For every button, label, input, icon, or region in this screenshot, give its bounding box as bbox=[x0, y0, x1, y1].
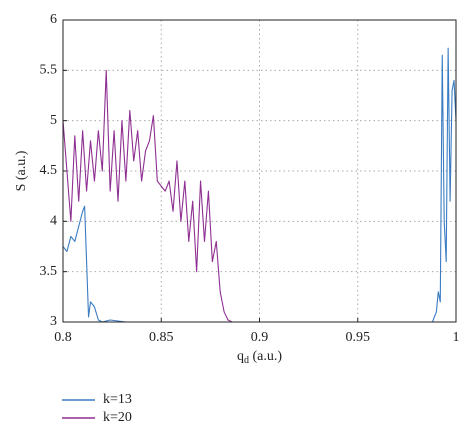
legend-label: k=20 bbox=[103, 410, 132, 425]
y-axis-label: S (a.u.) bbox=[14, 150, 29, 191]
y-tick-label: 5 bbox=[50, 113, 57, 128]
series-line bbox=[62, 47, 457, 323]
y-tick-label: 5.5 bbox=[40, 63, 58, 78]
x-label-main: q bbox=[237, 349, 244, 364]
y-tick-label: 3.5 bbox=[40, 264, 58, 279]
x-tick-label: 0.9 bbox=[251, 330, 269, 345]
x-tick-label: 0.95 bbox=[346, 330, 371, 345]
x-label-sub: d bbox=[244, 355, 249, 366]
series-line bbox=[62, 69, 456, 323]
x-tick-label: 0.85 bbox=[149, 330, 174, 345]
plot-frame bbox=[62, 19, 457, 323]
y-tick-label: 6 bbox=[50, 12, 57, 27]
x-axis-label: qd (a.u.) bbox=[237, 349, 282, 366]
legend-label: k=13 bbox=[103, 392, 132, 407]
x-tick-label: 0.8 bbox=[54, 330, 72, 345]
y-tick-label: 4.5 bbox=[40, 163, 58, 178]
x-label-unit: (a.u.) bbox=[249, 349, 282, 364]
y-tick-label: 3 bbox=[50, 314, 57, 329]
y-tick-label: 4 bbox=[50, 214, 57, 229]
x-tick-label: 1 bbox=[453, 330, 460, 345]
